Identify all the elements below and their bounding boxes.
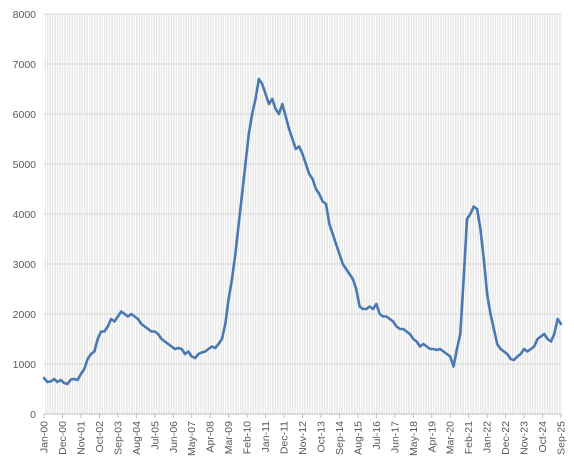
x-tick-label: Sep-03 bbox=[112, 421, 124, 455]
x-tick-label: Jun-06 bbox=[168, 421, 180, 453]
y-tick-label: 3000 bbox=[13, 259, 37, 271]
y-tick-label: 0 bbox=[30, 409, 36, 421]
x-tick-label: Jul-05 bbox=[149, 421, 161, 450]
x-tick-label: Jan-22 bbox=[482, 421, 494, 453]
x-tick-label: May-18 bbox=[408, 421, 420, 456]
x-tick-label: Jan-00 bbox=[39, 421, 51, 453]
x-tick-label: Sep-14 bbox=[334, 421, 346, 455]
x-tick-label: Dec-00 bbox=[57, 421, 69, 455]
x-tick-label: Nov-12 bbox=[297, 421, 309, 455]
x-tick-label: Apr-19 bbox=[426, 421, 438, 453]
x-tick-label: Feb-10 bbox=[242, 421, 254, 454]
x-tick-label: Feb-21 bbox=[463, 421, 475, 454]
y-tick-label: 7000 bbox=[13, 59, 37, 71]
x-tick-label: May-07 bbox=[186, 421, 198, 456]
series-layer bbox=[42, 77, 563, 386]
x-tick-label: Sep-25 bbox=[556, 421, 568, 455]
y-tick-label: 5000 bbox=[13, 159, 37, 171]
x-tick-label: Mar-20 bbox=[445, 421, 457, 454]
x-tick-label: Aug-04 bbox=[131, 421, 143, 455]
x-tick-label: Jul-16 bbox=[371, 421, 383, 450]
grid-lines bbox=[44, 13, 562, 414]
x-tick-label: Nov-01 bbox=[75, 421, 87, 455]
x-tick-label: Jan-11 bbox=[260, 421, 272, 452]
y-tick-label: 6000 bbox=[13, 109, 37, 121]
x-tick-label: Apr-08 bbox=[205, 421, 217, 453]
y-tick-label: 8000 bbox=[13, 9, 37, 21]
series-line-0 bbox=[42, 77, 563, 386]
axes bbox=[43, 413, 562, 418]
x-tick-label: Nov-23 bbox=[519, 421, 531, 455]
x-tick-label: Mar-09 bbox=[223, 421, 235, 454]
y-tick-label: 1000 bbox=[13, 359, 37, 371]
y-tick-label: 2000 bbox=[13, 309, 37, 321]
y-tick-label: 4000 bbox=[13, 209, 37, 221]
y-axis-tick-labels: 0 1000 2000 3000 4000 5000 6000 7000 8000 bbox=[13, 9, 37, 421]
x-tick-label: Aug-15 bbox=[352, 421, 364, 455]
x-tick-label: Oct-24 bbox=[537, 421, 549, 453]
x-tick-label: Oct-13 bbox=[315, 421, 327, 453]
x-tick-label: Dec-11 bbox=[279, 421, 291, 454]
x-tick-label: Oct-02 bbox=[94, 421, 106, 453]
x-tick-label: Jun-17 bbox=[389, 421, 401, 453]
x-axis-tick-labels: Jan-00 Dec-00 Nov-01 Oct-02 Sep-03 Aug-04 Jul-… bbox=[39, 421, 568, 456]
x-tick-label: Dec-22 bbox=[500, 421, 512, 455]
